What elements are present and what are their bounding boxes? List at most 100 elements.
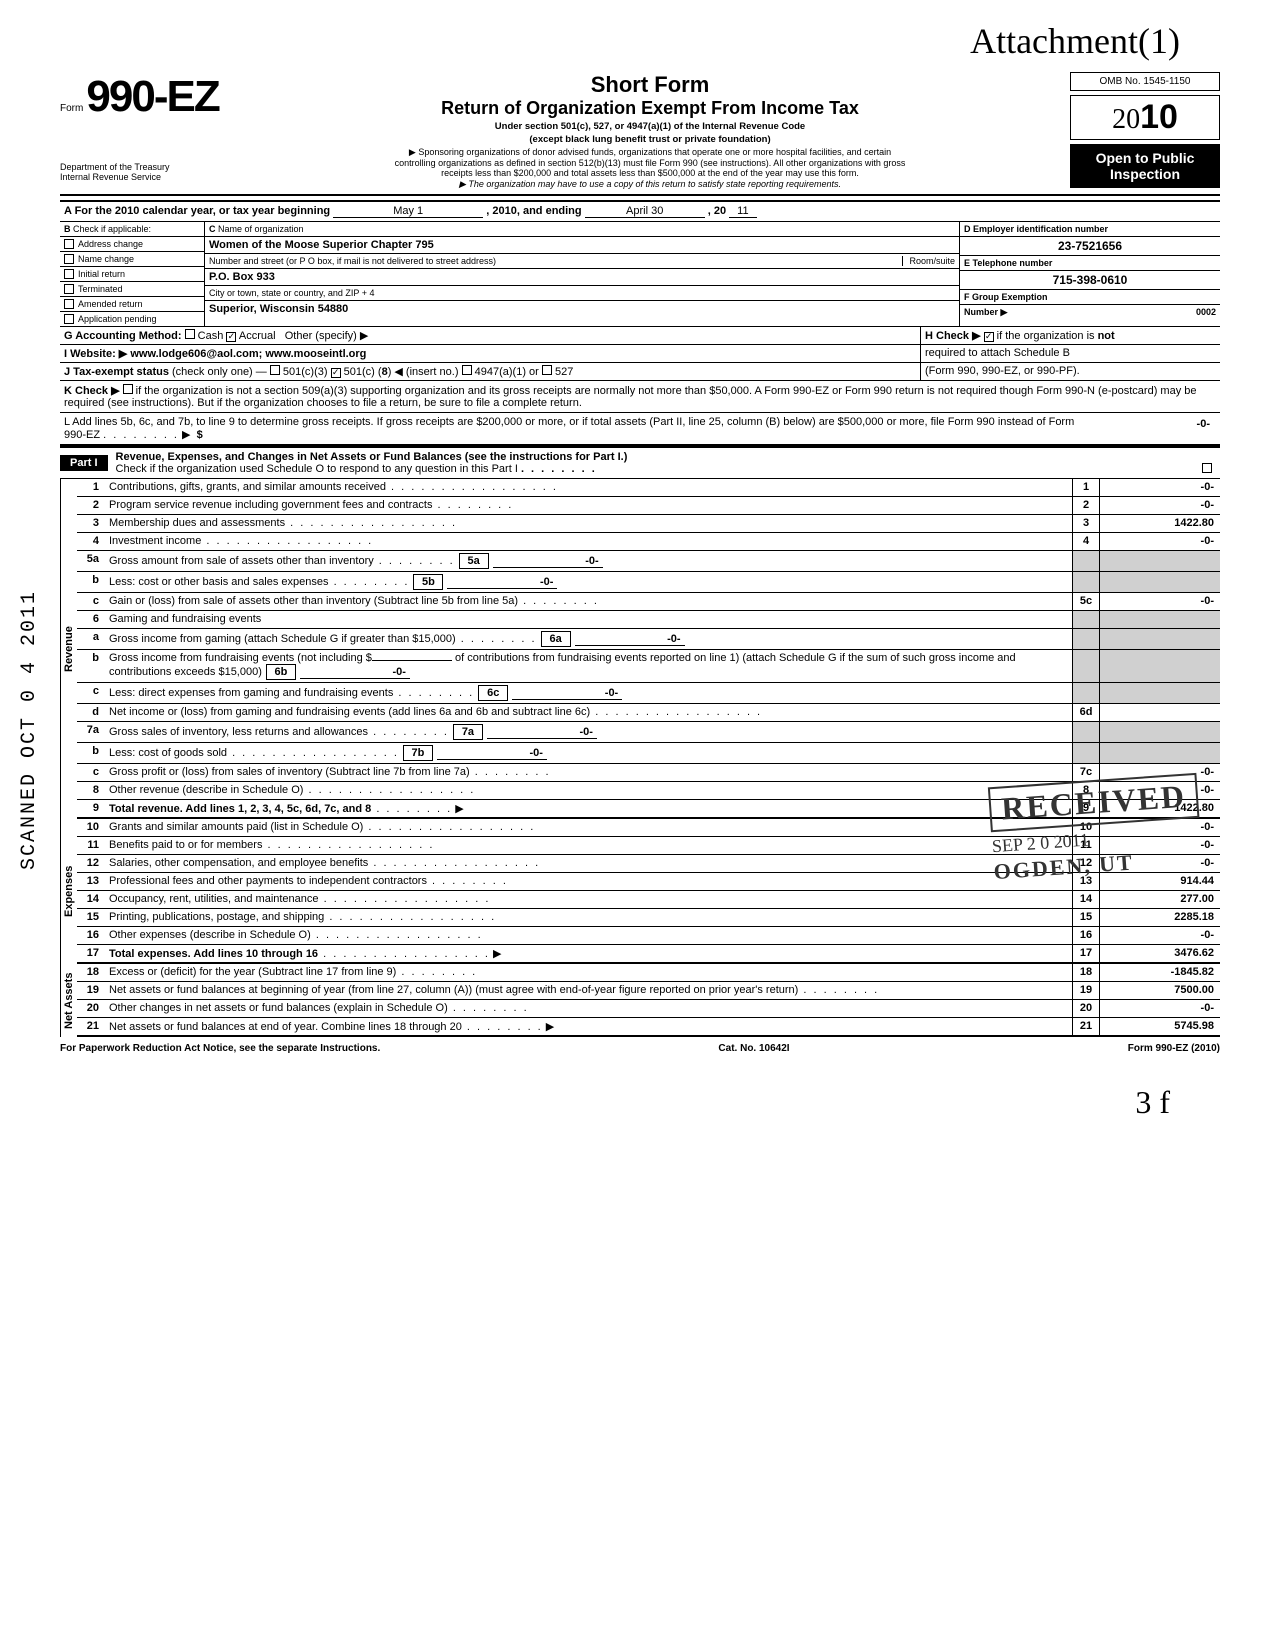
- header-line3: ▶ Sponsoring organizations of donor advi…: [390, 147, 910, 178]
- box-6b: 6b: [266, 664, 296, 680]
- cb-501c3[interactable]: [270, 365, 280, 375]
- line8-desc: Other revenue (describe in Schedule O): [109, 784, 303, 796]
- line3-desc: Membership dues and assessments: [109, 517, 285, 529]
- cb-terminated[interactable]: Terminated: [60, 282, 204, 297]
- tax-year-box: 2010: [1070, 95, 1220, 140]
- j-text: (check only one) —: [172, 366, 267, 378]
- cb-address-change[interactable]: Address change: [60, 237, 204, 252]
- f-label2: Number ▶: [964, 307, 1007, 318]
- cb-501c[interactable]: ✓: [331, 368, 341, 378]
- line4-amt: -0-: [1100, 533, 1220, 550]
- line17-desc: Total expenses. Add lines 10 through 16: [109, 948, 318, 960]
- amt-7a: -0-: [487, 726, 597, 739]
- city-label: City or town, state or country, and ZIP …: [205, 286, 959, 301]
- line7a-desc: Gross sales of inventory, less returns a…: [109, 726, 368, 738]
- header-line2: (except black lung benefit trust or priv…: [242, 134, 1058, 145]
- cb-part1-sched-o[interactable]: [1202, 463, 1212, 473]
- box-5b: 5b: [413, 574, 443, 590]
- b-label: B: [64, 224, 71, 234]
- g-accrual: Accrual: [239, 330, 276, 342]
- cb-sched-b[interactable]: ✓: [984, 332, 994, 342]
- cb-cash[interactable]: [185, 329, 195, 339]
- amt-6a: -0-: [575, 633, 685, 646]
- line20-desc: Other changes in net assets or fund bala…: [109, 1002, 448, 1014]
- year-prefix: 20: [1112, 104, 1140, 135]
- dept-irs: Internal Revenue Service: [60, 172, 161, 182]
- netassets-label: Net Assets: [60, 964, 77, 1037]
- section-c-org-info: C Name of organization Women of the Moos…: [205, 222, 960, 326]
- footer-mid: Cat. No. 10642I: [718, 1043, 789, 1054]
- amt-6b: -0-: [300, 666, 410, 679]
- row-i: I Website: ▶ www.lodge606@aol.com; www.m…: [60, 345, 1220, 363]
- line1-desc: Contributions, gifts, grants, and simila…: [109, 481, 386, 493]
- box-6c: 6c: [478, 685, 508, 701]
- amt-5b: -0-: [447, 576, 557, 589]
- j-cend: ) ◀ (insert no.): [388, 366, 459, 378]
- i-label: I Website: ▶: [64, 348, 127, 360]
- form-header: Form 990-EZ Department of the Treasury I…: [60, 72, 1220, 190]
- a-end: April 30: [585, 205, 705, 218]
- page-footer: For Paperwork Reduction Act Notice, see …: [60, 1043, 1220, 1054]
- omb-number: OMB No. 1545-1150: [1070, 72, 1220, 91]
- h-req: required to attach Schedule B: [925, 347, 1070, 359]
- open-line1: Open to Public: [1074, 150, 1216, 166]
- expenses-label: Expenses: [60, 819, 77, 964]
- line6a-desc: Gross income from gaming (attach Schedul…: [109, 633, 456, 645]
- cb-4947[interactable]: [462, 365, 472, 375]
- a-end2: , 20: [708, 205, 726, 217]
- h-label: H Check ▶: [925, 330, 981, 342]
- part1-check: Check if the organization used Schedule …: [116, 463, 518, 475]
- a-end3: 11: [729, 205, 756, 218]
- line5c-desc: Gain or (loss) from sale of assets other…: [109, 595, 518, 607]
- line5a-desc: Gross amount from sale of assets other t…: [109, 555, 374, 567]
- line14-desc: Occupancy, rent, utilities, and maintena…: [109, 893, 319, 905]
- b-check-if: Check if applicable:: [73, 224, 151, 234]
- line5c-amt: -0-: [1100, 593, 1220, 610]
- cb-accrual[interactable]: ✓: [226, 332, 236, 342]
- short-form-title: Short Form: [242, 72, 1058, 98]
- j-a1: 4947(a)(1) or: [475, 366, 539, 378]
- line2-amt: -0-: [1100, 497, 1220, 514]
- scanned-stamp: SCANNED OCT 0 4 2011: [18, 590, 41, 870]
- section-b-checkboxes: B Check if applicable: Address change Na…: [60, 222, 205, 326]
- line19-desc: Net assets or fund balances at beginning…: [109, 984, 798, 996]
- line16-desc: Other expenses (describe in Schedule O): [109, 929, 311, 941]
- line7c-desc: Gross profit or (loss) from sales of inv…: [109, 766, 470, 778]
- cb-k[interactable]: [123, 384, 133, 394]
- line11-desc: Benefits paid to or for members: [109, 839, 262, 851]
- line17-amt: 3476.62: [1100, 945, 1220, 962]
- part1-title: Revenue, Expenses, and Changes in Net As…: [116, 451, 628, 463]
- j-label: J Tax-exempt status: [64, 366, 169, 378]
- cb-527[interactable]: [542, 365, 552, 375]
- line-l: L Add lines 5b, 6c, and 7b, to line 9 to…: [60, 413, 1220, 446]
- line-k: K Check ▶ if the organization is not a s…: [60, 381, 1220, 413]
- line3-amt: 1422.80: [1100, 515, 1220, 532]
- ein-value: 23-7521656: [960, 237, 1220, 256]
- open-to-public: Open to Public Inspection: [1070, 144, 1220, 188]
- cb-initial-return[interactable]: Initial return: [60, 267, 204, 282]
- received-stamp: RECEIVED SEP 2 0 2011 OGDEN, UT: [988, 773, 1203, 885]
- footer-right: Form 990-EZ (2010): [1128, 1043, 1220, 1054]
- f-label: F Group Exemption: [960, 290, 1220, 305]
- line1-amt: -0-: [1100, 479, 1220, 496]
- year-bold: 10: [1140, 98, 1178, 136]
- form-number-block: Form 990-EZ Department of the Treasury I…: [60, 72, 230, 182]
- cb-app-pending[interactable]: Application pending: [60, 312, 204, 326]
- a-mid: , 2010, and ending: [486, 205, 581, 217]
- amt-6c: -0-: [512, 687, 622, 700]
- line14-amt: 277.00: [1100, 891, 1220, 908]
- g-label: G Accounting Method:: [64, 330, 182, 342]
- org-name: Women of the Moose Superior Chapter 795: [205, 237, 959, 254]
- cb-name-change[interactable]: Name change: [60, 252, 204, 267]
- cb-amended[interactable]: Amended return: [60, 297, 204, 312]
- footer-left: For Paperwork Reduction Act Notice, see …: [60, 1043, 380, 1054]
- phone-value: 715-398-0610: [960, 271, 1220, 290]
- org-street: P.O. Box 933: [205, 269, 959, 286]
- line4-desc: Investment income: [109, 535, 201, 547]
- form-prefix: Form: [60, 103, 83, 114]
- j-c3: 501(c)(3): [283, 366, 328, 378]
- line21-desc: Net assets or fund balances at end of ye…: [109, 1021, 462, 1033]
- k-text: if the organization is not a section 509…: [64, 385, 1196, 409]
- amt-5a: -0-: [493, 555, 603, 568]
- h-form: (Form 990, 990-EZ, or 990-PF).: [925, 365, 1080, 377]
